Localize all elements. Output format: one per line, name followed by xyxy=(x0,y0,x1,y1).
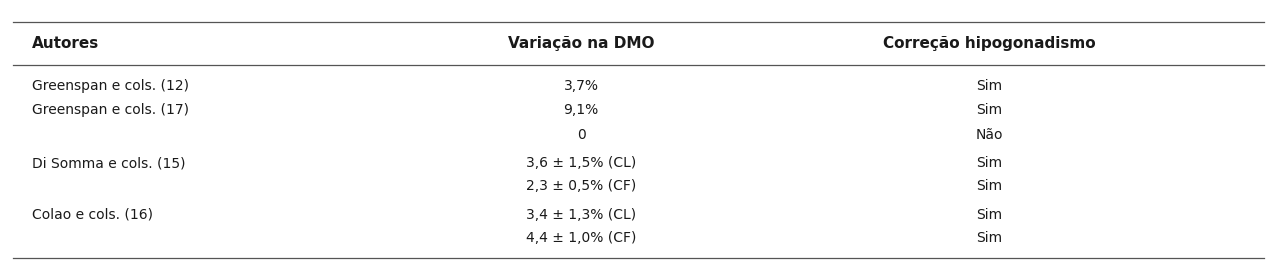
Text: Greenspan e cols. (12): Greenspan e cols. (12) xyxy=(32,79,189,93)
Text: Variação na DMO: Variação na DMO xyxy=(508,36,654,51)
Text: 3,6 ± 1,5% (CL): 3,6 ± 1,5% (CL) xyxy=(526,156,636,170)
Text: 9,1%: 9,1% xyxy=(563,103,599,117)
Text: Di Somma e cols. (15): Di Somma e cols. (15) xyxy=(32,156,185,170)
Text: 2,3 ± 0,5% (CF): 2,3 ± 0,5% (CF) xyxy=(526,179,636,193)
Text: Sim: Sim xyxy=(977,179,1002,193)
Text: 0: 0 xyxy=(577,128,585,142)
Text: 3,7%: 3,7% xyxy=(563,79,599,93)
Text: Greenspan e cols. (17): Greenspan e cols. (17) xyxy=(32,103,189,117)
Text: Sim: Sim xyxy=(977,208,1002,222)
Text: Não: Não xyxy=(976,128,1004,142)
Text: Sim: Sim xyxy=(977,231,1002,245)
Text: 3,4 ± 1,3% (CL): 3,4 ± 1,3% (CL) xyxy=(526,208,636,222)
Text: Sim: Sim xyxy=(977,103,1002,117)
Text: 4,4 ± 1,0% (CF): 4,4 ± 1,0% (CF) xyxy=(526,231,636,245)
Text: Sim: Sim xyxy=(977,156,1002,170)
Text: Colao e cols. (16): Colao e cols. (16) xyxy=(32,208,153,222)
Text: Sim: Sim xyxy=(977,79,1002,93)
Text: Correção hipogonadismo: Correção hipogonadismo xyxy=(884,36,1096,51)
Text: Autores: Autores xyxy=(32,36,100,51)
